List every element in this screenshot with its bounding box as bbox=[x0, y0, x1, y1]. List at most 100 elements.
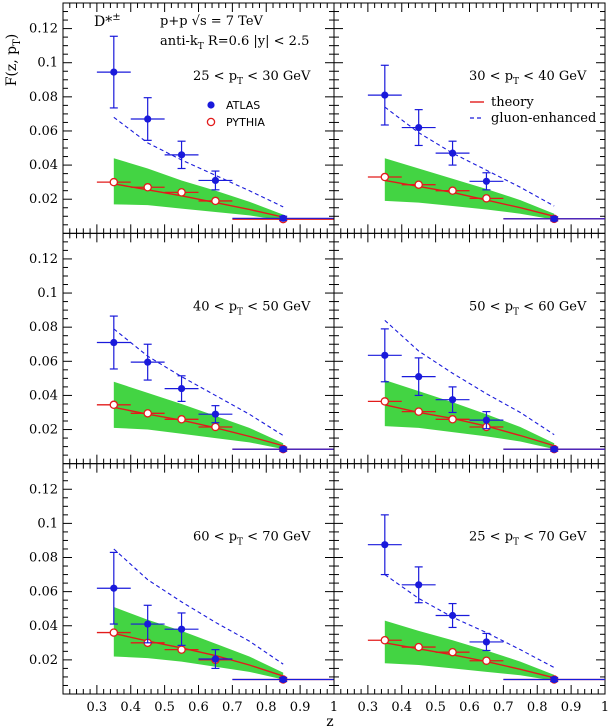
atlas-point bbox=[482, 638, 491, 646]
x-tick-label: 0.5 bbox=[154, 700, 175, 715]
pythia-point bbox=[380, 172, 390, 182]
pt-range-label: 30 < pT < 40 GeV bbox=[469, 69, 587, 87]
pythia-point bbox=[380, 397, 390, 406]
panel-3: 0.02 0.04 0.06 0.08 0.1 0.12 40 < pT < 50 GeV bbox=[29, 232, 335, 465]
panel-1: 0.02 0.04 0.06 0.08 0.1 0.12 25 < pT < 30 GeV bbox=[29, 2, 335, 234]
y-tick-label: 0.08 bbox=[29, 551, 58, 566]
atlas-point bbox=[550, 445, 558, 453]
atlas-point bbox=[482, 177, 491, 185]
atlas-point bbox=[211, 176, 220, 185]
x-tick-label: 0.4 bbox=[120, 700, 141, 715]
gluon-enhanced-line bbox=[384, 574, 555, 669]
panels-layer: 0.02 0.04 0.06 0.08 0.1 0.12 25 < pT < 30 GeV 3… bbox=[29, 2, 609, 715]
pythia-point bbox=[211, 422, 220, 432]
atlas-point bbox=[482, 416, 491, 424]
legend-pythia-marker bbox=[206, 117, 216, 127]
legend-right: theory gluon-enhanced bbox=[470, 95, 596, 126]
y-tick-label: 0.1 bbox=[37, 286, 58, 301]
legend-atlas-marker bbox=[207, 101, 215, 109]
pt-range-label: 60 < pT < 70 GeV bbox=[193, 530, 311, 548]
theory-uncertainty-band bbox=[113, 381, 284, 450]
pythia-point bbox=[177, 415, 186, 424]
y-tick-label: 0.02 bbox=[29, 192, 58, 207]
atlas-point bbox=[211, 410, 220, 418]
theory-uncertainty-band bbox=[384, 620, 555, 681]
atlas-point bbox=[415, 581, 423, 589]
pythia-point bbox=[414, 642, 423, 652]
atlas-point bbox=[448, 149, 457, 157]
theory-line bbox=[384, 642, 555, 679]
panel-4: 50 < pT < 60 GeV bbox=[333, 232, 606, 465]
y-tick-label: 0.06 bbox=[29, 585, 58, 600]
theory-uncertainty-band bbox=[113, 606, 284, 680]
legend-theory-label: theory bbox=[491, 95, 534, 110]
panel-6: 0.3 0.4 0.5 0.6 0.7 0.8 0.9 1 25 < pT < 70 GeV bbox=[333, 463, 609, 715]
pythia-point bbox=[143, 409, 152, 418]
x-tick-label: 0.7 bbox=[493, 700, 514, 715]
pythia-point bbox=[448, 415, 457, 424]
pythia-point bbox=[448, 186, 457, 195]
pt-range-label: 25 < pT < 70 GeV bbox=[469, 530, 587, 548]
legend-atlas-label: ATLAS bbox=[226, 99, 260, 112]
pythia-point bbox=[109, 177, 119, 187]
gluon-enhanced-line bbox=[113, 116, 284, 208]
pythia-point bbox=[177, 188, 186, 197]
pythia-point bbox=[109, 628, 119, 637]
y-axis-title: F(z, pT) bbox=[4, 34, 23, 87]
atlas-point bbox=[144, 358, 152, 366]
atlas-point bbox=[550, 215, 558, 223]
pt-range-label: 40 < pT < 50 GeV bbox=[193, 299, 311, 317]
y-tick-label: 0.12 bbox=[29, 252, 58, 267]
theory-uncertainty-band bbox=[384, 380, 555, 450]
overlay-layer: F(z, pT) z D*± p+p √s = 7 TeV anti-kT R=… bbox=[4, 12, 596, 728]
atlas-point bbox=[448, 396, 457, 404]
theory-line bbox=[113, 632, 284, 677]
y-tick-label: 0.02 bbox=[29, 423, 58, 438]
pythia-point bbox=[414, 180, 423, 189]
pythia-point bbox=[414, 407, 423, 416]
atlas-point bbox=[110, 68, 118, 76]
gluon-enhanced-line bbox=[113, 548, 284, 665]
y-tick-label: 0.12 bbox=[29, 482, 58, 497]
theory-uncertainty-band bbox=[113, 158, 284, 221]
pythia-point bbox=[109, 400, 119, 410]
pythia-point bbox=[448, 647, 457, 657]
atlas-point bbox=[177, 384, 186, 393]
y-tick-label: 0.08 bbox=[29, 320, 58, 335]
pythia-point bbox=[482, 656, 491, 665]
atlas-point bbox=[550, 675, 558, 684]
x-tick-label: 0.6 bbox=[188, 700, 209, 715]
x-tick-label: 0.8 bbox=[256, 700, 277, 715]
atlas-point bbox=[279, 675, 287, 684]
atlas-point bbox=[211, 655, 220, 663]
pythia-point bbox=[211, 196, 220, 206]
x-tick-label: 1 bbox=[330, 700, 338, 715]
atlas-point bbox=[177, 625, 186, 633]
particle-label: D*± bbox=[94, 12, 121, 30]
atlas-point bbox=[279, 445, 287, 453]
y-tick-label: 0.12 bbox=[29, 22, 58, 37]
gluon-enhanced-line bbox=[384, 106, 555, 207]
x-tick-label: 0.4 bbox=[391, 700, 412, 715]
y-tick-label: 0.02 bbox=[29, 653, 58, 668]
atlas-point bbox=[448, 611, 457, 620]
atlas-point bbox=[415, 123, 423, 132]
atlas-point bbox=[144, 620, 152, 628]
atlas-point bbox=[381, 351, 389, 359]
x-axis-title: z bbox=[326, 714, 333, 728]
theory-uncertainty-band bbox=[384, 158, 555, 220]
pythia-point bbox=[380, 636, 390, 645]
x-tick-label: 0.3 bbox=[87, 700, 108, 715]
atlas-point bbox=[279, 214, 287, 222]
legend-pythia-label: PYTHIA bbox=[226, 116, 265, 129]
atlas-point bbox=[415, 373, 423, 381]
pt-range-label: 25 < pT < 30 GeV bbox=[193, 69, 311, 87]
gluon-enhanced-line bbox=[113, 328, 284, 436]
y-tick-label: 0.04 bbox=[29, 619, 58, 634]
y-tick-label: 0.04 bbox=[29, 158, 58, 173]
atlas-point bbox=[381, 541, 389, 549]
y-tick-label: 0.06 bbox=[29, 354, 58, 369]
theory-line bbox=[113, 183, 284, 218]
x-tick-label: 0.9 bbox=[561, 700, 582, 715]
